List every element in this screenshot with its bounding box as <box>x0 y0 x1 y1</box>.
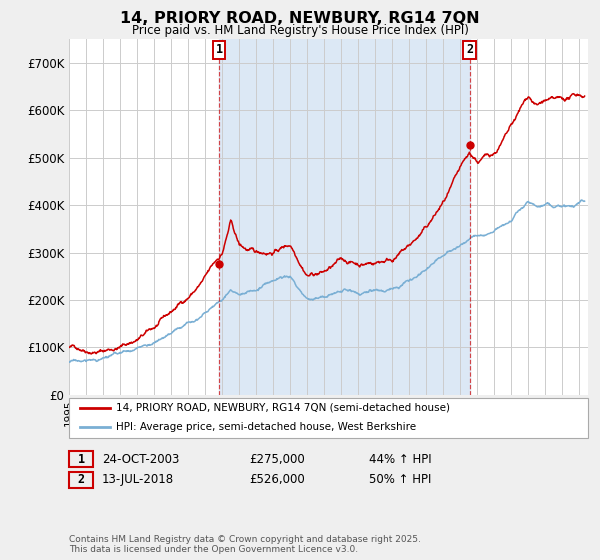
Text: Price paid vs. HM Land Registry's House Price Index (HPI): Price paid vs. HM Land Registry's House … <box>131 24 469 36</box>
Text: 14, PRIORY ROAD, NEWBURY, RG14 7QN: 14, PRIORY ROAD, NEWBURY, RG14 7QN <box>120 11 480 26</box>
Text: 1: 1 <box>215 43 223 56</box>
Text: 2: 2 <box>77 473 85 487</box>
Text: 1: 1 <box>77 452 85 466</box>
Text: 50% ↑ HPI: 50% ↑ HPI <box>369 473 431 487</box>
Text: £526,000: £526,000 <box>249 473 305 487</box>
Text: HPI: Average price, semi-detached house, West Berkshire: HPI: Average price, semi-detached house,… <box>116 422 416 432</box>
Text: 2: 2 <box>466 43 473 56</box>
Text: 44% ↑ HPI: 44% ↑ HPI <box>369 452 431 466</box>
Text: 14, PRIORY ROAD, NEWBURY, RG14 7QN (semi-detached house): 14, PRIORY ROAD, NEWBURY, RG14 7QN (semi… <box>116 403 450 413</box>
Text: 24-OCT-2003: 24-OCT-2003 <box>102 452 179 466</box>
Text: Contains HM Land Registry data © Crown copyright and database right 2025.
This d: Contains HM Land Registry data © Crown c… <box>69 535 421 554</box>
Text: £275,000: £275,000 <box>249 452 305 466</box>
Text: 13-JUL-2018: 13-JUL-2018 <box>102 473 174 487</box>
Bar <box>219 39 470 395</box>
